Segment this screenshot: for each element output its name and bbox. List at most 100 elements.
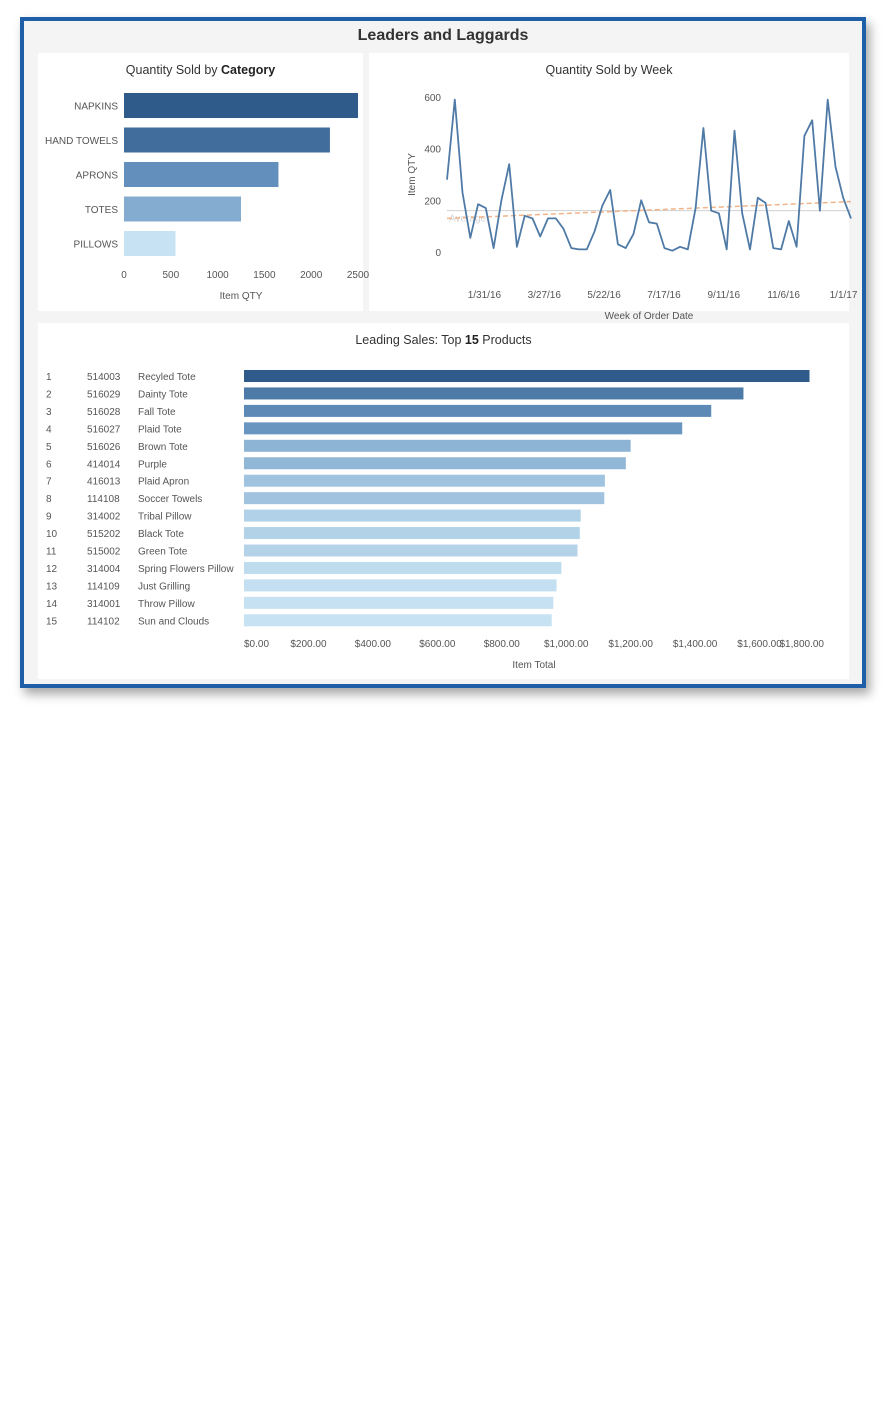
category-bar-chart: NAPKINS HAND TOWELS APRONS TOTES PILLOWS 0 500… — [45, 93, 370, 302]
product-name: Just Grilling — [138, 581, 190, 592]
category-x-tick: 1500 — [253, 270, 276, 281]
category-title-bold: Category — [221, 63, 276, 77]
product-bar — [244, 596, 554, 609]
top-title-prefix: Leading Sales: Top — [355, 333, 465, 347]
product-id: 114109 — [87, 581, 120, 592]
week-x-tick: 5/22/16 — [587, 290, 621, 301]
week-x-tick: 11/6/16 — [767, 290, 800, 301]
product-bar — [244, 561, 562, 574]
product-rank: 5 — [46, 442, 52, 453]
week-x-tick: 1/1/17 — [830, 290, 858, 301]
product-rank: 2 — [46, 389, 52, 400]
product-rank: 7 — [46, 477, 52, 488]
category-x-axis-label: Item QTY — [220, 291, 263, 302]
trend-line — [446, 200, 852, 220]
product-rank: 3 — [46, 407, 52, 418]
product-name: Brown Tote — [138, 442, 188, 453]
product-name: Plaid Tote — [138, 424, 182, 435]
product-name: Fall Tote — [138, 407, 176, 418]
product-id: 514003 — [87, 372, 121, 383]
product-rank: 8 — [46, 494, 52, 505]
top-x-tick: $1,600.00 — [737, 639, 782, 650]
product-id: 114102 — [87, 616, 120, 627]
top-x-tick: $0.00 — [244, 639, 269, 650]
week-x-tick: 9/11/16 — [708, 290, 741, 301]
product-rank: 11 — [46, 547, 57, 558]
product-id: 516029 — [87, 389, 121, 400]
category-x-tick: 0 — [121, 270, 127, 281]
category-bar — [124, 93, 358, 118]
product-bar — [244, 457, 626, 470]
week-y-axis-label: Item QTY — [407, 153, 418, 196]
category-label: TOTES — [85, 205, 118, 216]
top-x-tick: $1,800.00 — [780, 639, 825, 650]
category-bar — [124, 162, 279, 187]
top-x-tick: $600.00 — [419, 639, 456, 650]
product-bar — [244, 439, 631, 452]
product-bar — [244, 492, 605, 505]
dashboard-title: Leaders and Laggards — [357, 27, 529, 44]
product-id: 416013 — [87, 477, 121, 488]
week-y-tick: 200 — [424, 196, 441, 207]
top-title-count: 15 — [464, 333, 479, 347]
product-name: Soccer Towels — [138, 494, 202, 505]
category-label: HAND TOWELS — [45, 136, 118, 147]
top-x-tick: $1,000.00 — [544, 639, 589, 650]
category-chart-title: Quantity Sold by Category — [38, 63, 363, 77]
product-id: 516027 — [87, 424, 121, 435]
week-y-tick: 600 — [424, 93, 441, 104]
product-id: 314004 — [87, 564, 121, 575]
top-x-tick: $200.00 — [290, 639, 327, 650]
product-id: 516028 — [87, 407, 121, 418]
product-name: Recyled Tote — [138, 372, 196, 383]
top-products-panel: Leading Sales: Top 15 Products 1 514003 Re… — [38, 323, 849, 679]
product-rank: 1 — [46, 372, 52, 383]
product-rank: 9 — [46, 512, 52, 523]
category-x-tick: 2000 — [300, 270, 323, 281]
product-bar — [244, 614, 552, 627]
product-rank: 12 — [46, 564, 58, 575]
product-id: 515202 — [87, 529, 121, 540]
week-y-tick: 0 — [435, 248, 441, 259]
top-x-axis-label: Item Total — [512, 660, 555, 671]
dashboard-frame: Leaders and Laggards Quantity Sold by Ca… — [20, 17, 866, 688]
category-bar — [124, 196, 241, 222]
product-name: Green Tote — [138, 547, 188, 558]
product-name: Dainty Tote — [138, 389, 188, 400]
product-name: Tribal Pillow — [138, 512, 192, 523]
category-x-tick: 2500 — [347, 270, 370, 281]
top-x-tick: $400.00 — [355, 639, 392, 650]
top-x-tick: $800.00 — [484, 639, 521, 650]
product-rank: 14 — [46, 599, 58, 610]
product-id: 515002 — [87, 547, 121, 558]
week-x-tick: 7/17/16 — [647, 290, 681, 301]
product-name: Purple — [138, 459, 167, 470]
product-bar — [244, 404, 712, 417]
category-x-tick: 500 — [162, 270, 179, 281]
week-chart-title: Quantity Sold by Week — [545, 63, 673, 77]
category-label: PILLOWS — [74, 240, 119, 251]
top-products-title: Leading Sales: Top 15 Products — [38, 333, 849, 347]
week-panel: Quantity Sold by Week 0 200 400 600 Item QTY… — [369, 53, 858, 322]
category-label: NAPKINS — [74, 102, 118, 113]
product-bar — [244, 370, 810, 382]
week-y-tick: 400 — [424, 145, 441, 156]
product-name: Spring Flowers Pillow — [138, 564, 234, 575]
product-rank: 4 — [46, 424, 52, 435]
category-x-tick: 1000 — [206, 270, 229, 281]
product-bar — [244, 387, 744, 400]
category-bar — [124, 231, 176, 256]
product-bar — [244, 509, 581, 522]
product-bar — [244, 579, 557, 592]
product-name: Plaid Apron — [138, 477, 189, 488]
product-bar — [244, 544, 578, 557]
product-name: Sun and Clouds — [138, 616, 209, 627]
product-name: Throw Pillow — [138, 599, 195, 610]
top-x-tick: $1,200.00 — [608, 639, 653, 650]
product-id: 516026 — [87, 442, 121, 453]
product-bar — [244, 527, 580, 540]
top-x-tick: $1,400.00 — [673, 639, 718, 650]
category-bar — [124, 127, 330, 153]
